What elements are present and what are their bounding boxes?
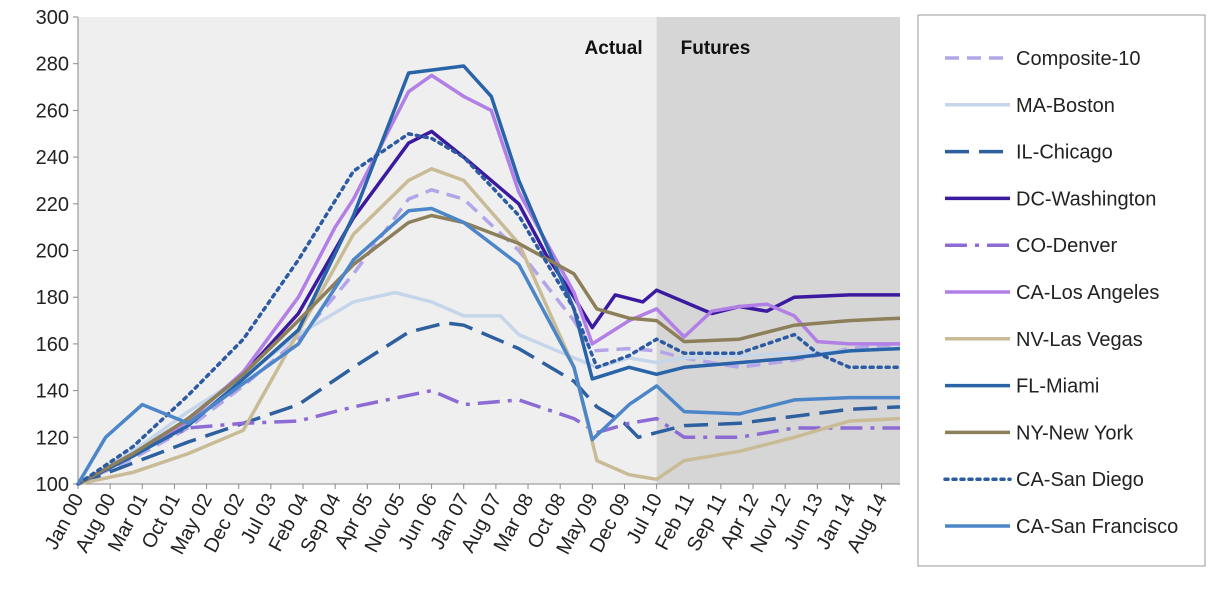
y-tick-label: 140 (36, 381, 69, 403)
series-line-co-denver (77, 388, 900, 486)
legend-label-ca-los-angeles: CA-Los Angeles (1016, 282, 1159, 304)
legend-label-ny-new-york: NY-New York (1016, 422, 1134, 444)
y-tick-label: 100 (36, 474, 69, 496)
legend-label-composite-10: Composite-10 (1016, 48, 1141, 70)
series-line-ca-san-francisco (76, 206, 900, 485)
series-line-il-chicago (77, 321, 901, 486)
region-actual (78, 17, 657, 484)
y-tick-label: 160 (36, 334, 69, 356)
series-line-ny-new-york (77, 213, 901, 486)
y-tick-label: 180 (36, 287, 69, 309)
series-line-composite-10 (77, 188, 901, 486)
y-tick-label: 260 (36, 100, 69, 122)
legend-label-ca-san-diego: CA-San Diego (1016, 469, 1144, 491)
chart-legend: Composite-10 MA-Boston IL-Chicago DC-Washin… (917, 14, 1206, 567)
y-tick-label: 300 (36, 7, 69, 29)
legend-label-il-chicago: IL-Chicago (1016, 142, 1113, 164)
series-line-fl-miami (77, 64, 901, 486)
series-line-ca-san-diego (76, 132, 902, 486)
y-tick-label: 280 (36, 54, 69, 76)
y-tick-label: 120 (36, 427, 69, 449)
legend-label-dc-washington: DC-Washington (1016, 188, 1156, 210)
legend-label-co-denver: CO-Denver (1016, 235, 1117, 257)
legend-label-ca-san-francisco: CA-San Francisco (1016, 516, 1178, 538)
legend-label-ma-boston: MA-Boston (1016, 95, 1115, 117)
region-label-futures: Futures (681, 38, 751, 59)
region-futures (656, 17, 900, 484)
legend-label-fl-miami: FL-Miami (1016, 376, 1099, 398)
plot-background (78, 17, 900, 484)
region-label-actual: Actual (585, 38, 643, 59)
legend-label-nv-las-vegas: NV-Las Vegas (1016, 329, 1143, 351)
y-tick-label: 220 (36, 194, 69, 216)
y-tick-label: 240 (36, 147, 69, 169)
labels-layer: Actual Futures (585, 38, 751, 59)
series-layer (76, 64, 902, 486)
y-tick-label: 200 (36, 241, 69, 263)
